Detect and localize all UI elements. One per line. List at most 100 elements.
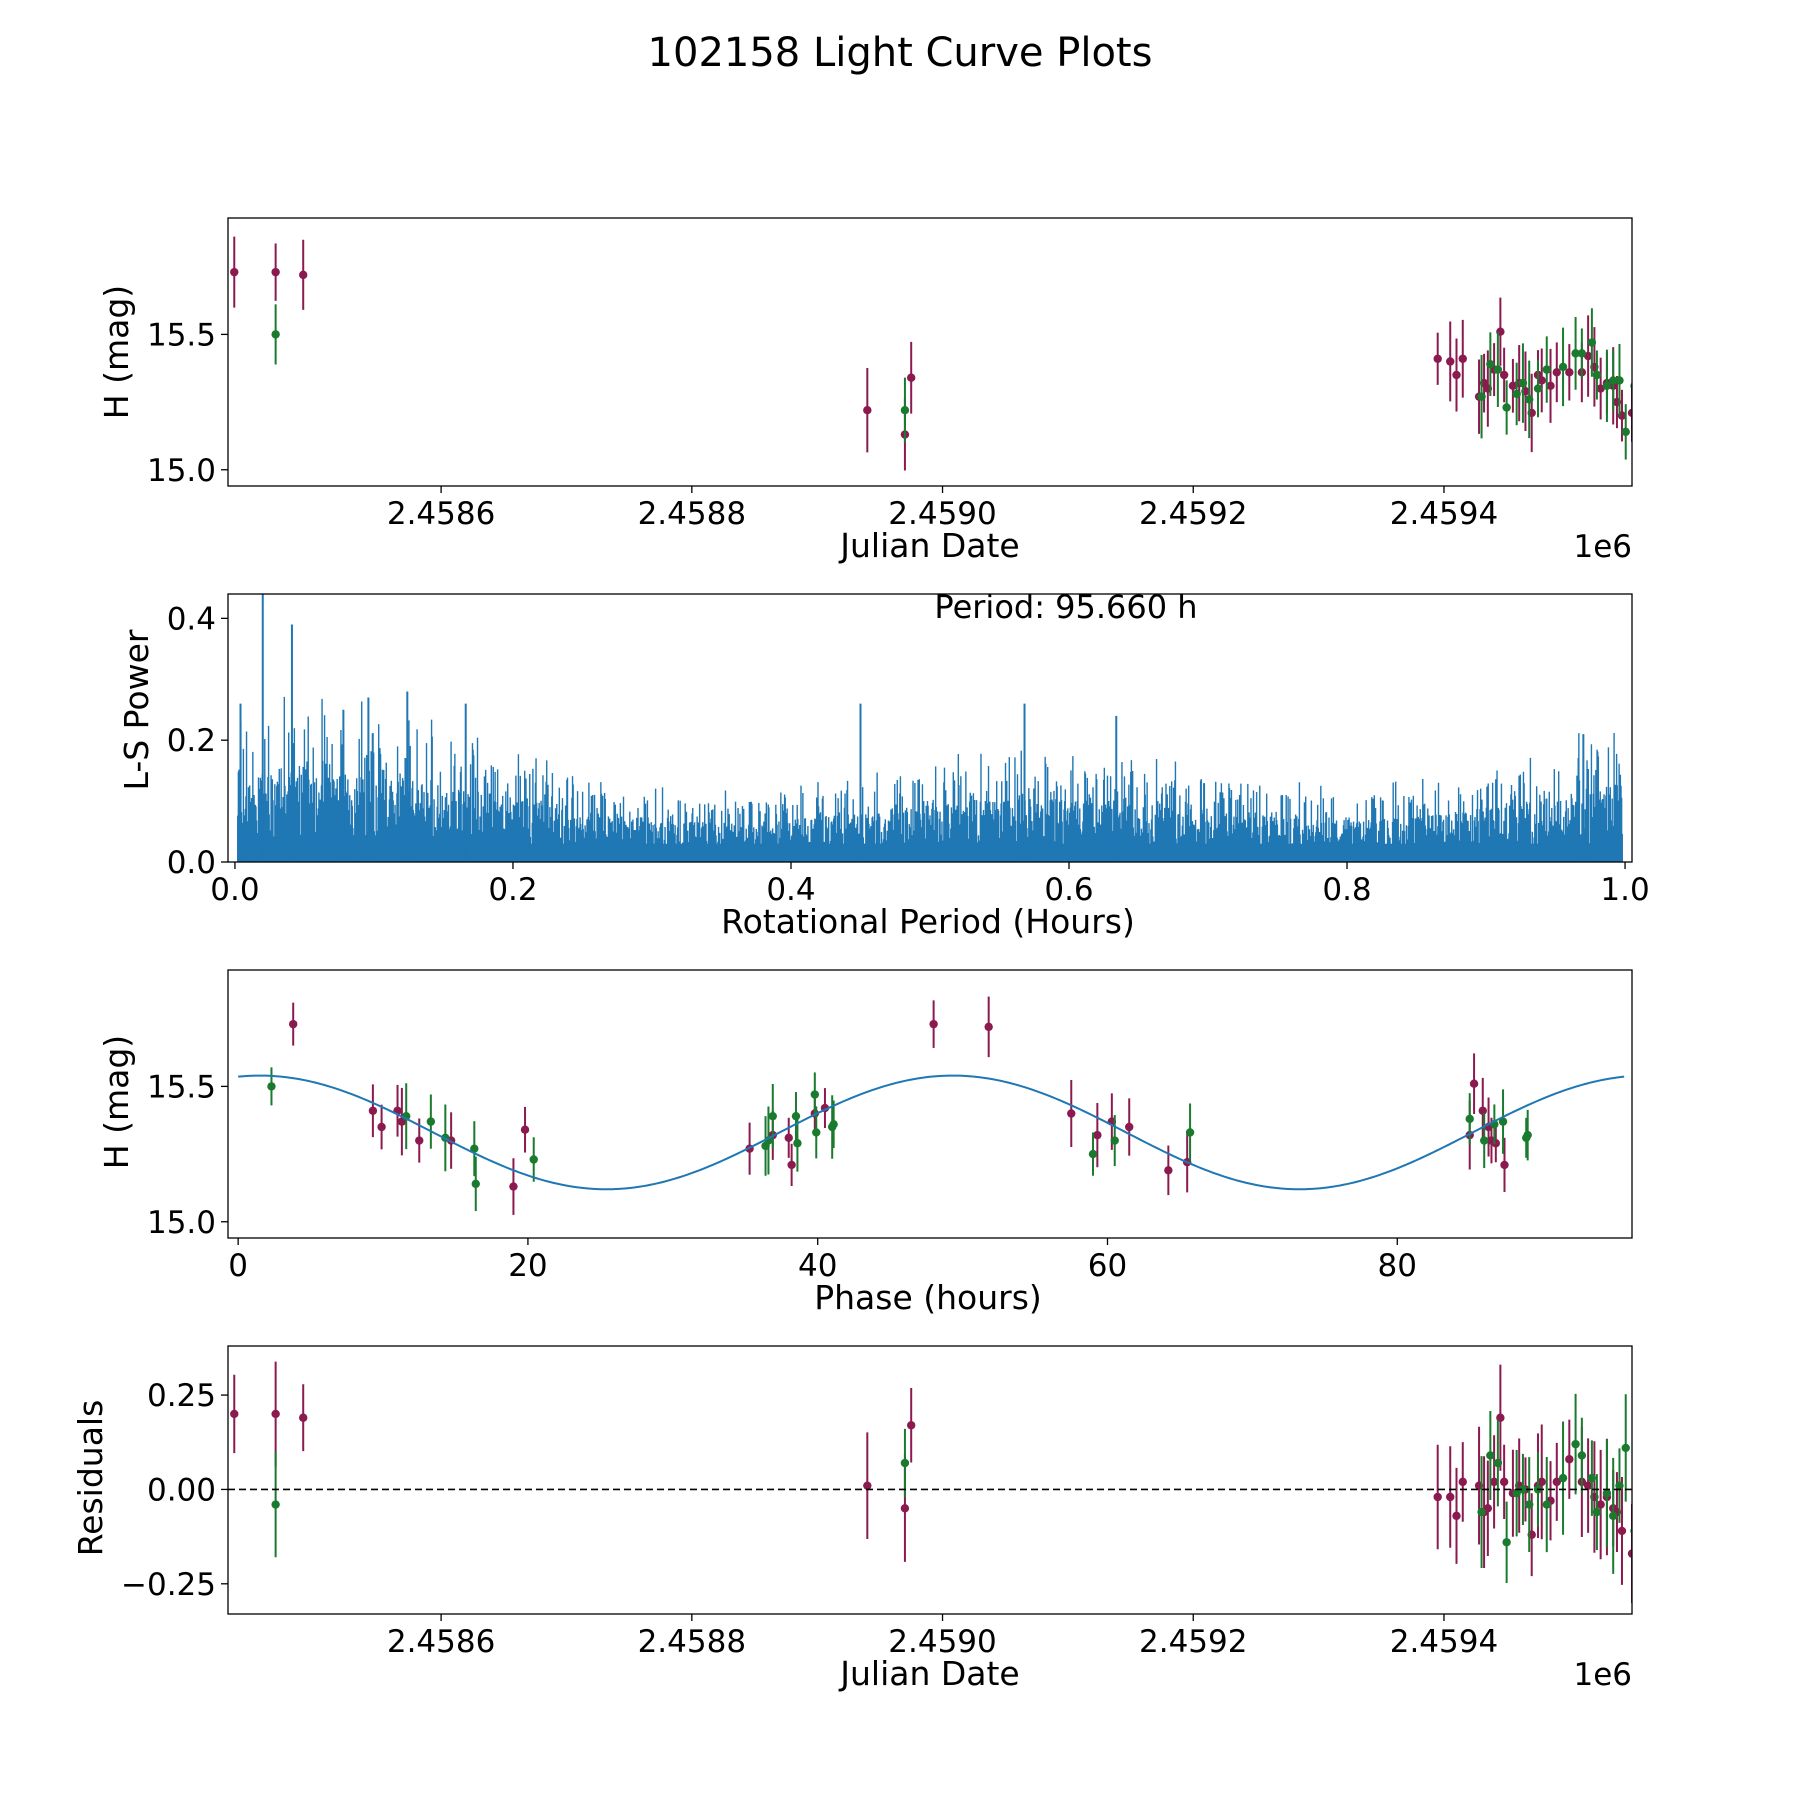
phased-xtick-label: 20 [508, 1248, 547, 1284]
point-g [1608, 376, 1618, 385]
model-sine-curve [238, 1074, 1625, 1191]
phased-xtick-label: 0 [228, 1248, 248, 1284]
point-r [863, 1481, 872, 1490]
point-r [1452, 370, 1461, 380]
point-g [1185, 1128, 1195, 1137]
phased-ytick-label: 15.5 [147, 1069, 216, 1105]
point-g [529, 1155, 538, 1164]
point-r [1552, 1477, 1561, 1487]
point-g [793, 1139, 802, 1148]
point-g [1621, 1443, 1630, 1453]
lightcurve-ytick-label: 15.5 [147, 317, 216, 353]
point-r [1478, 1106, 1487, 1115]
point-g [1518, 1485, 1528, 1494]
point-g [1512, 389, 1521, 399]
point-g [271, 1500, 280, 1509]
lightcurve-xtick-label: 2.4586 [387, 496, 495, 532]
lightcurve-offset-label: 1e6 [1573, 529, 1632, 565]
point-g [1602, 381, 1612, 391]
point-r [1483, 1504, 1493, 1513]
point-r [230, 1409, 239, 1419]
point-r [1491, 1139, 1501, 1148]
periodogram-panel: Rotational Period (Hours) L-S Power Peri… [117, 588, 1650, 941]
point-g [1615, 1481, 1624, 1490]
point-r [1433, 354, 1442, 363]
periodogram-xtick-label: 0.2 [488, 872, 537, 908]
phased-ylabel: H (mag) [97, 1035, 136, 1169]
point-g [791, 1111, 801, 1121]
phased-panel: Phase (hours) H (mag) 0 20 40 60 80 15.0 15.5 [97, 969, 1633, 1317]
point-g [1592, 370, 1602, 380]
point-g [1493, 1458, 1503, 1468]
residuals-xlabel: Julian Date [838, 1654, 1020, 1693]
point-r [1433, 1492, 1442, 1502]
point-r [1452, 1511, 1461, 1521]
lightcurve-xtick-label: 2.4588 [638, 496, 746, 532]
point-r [1469, 1079, 1479, 1088]
point-g [768, 1111, 777, 1121]
point-r [1125, 1122, 1134, 1132]
point-g [1525, 1500, 1534, 1509]
point-r [1537, 1477, 1546, 1487]
point-r [509, 1182, 518, 1191]
lightcurve-frame [227, 217, 1633, 487]
phased-xtick-label: 80 [1378, 1248, 1417, 1284]
point-g [470, 1144, 479, 1153]
lightcurve-xtick-label: 2.4590 [888, 496, 996, 532]
phased-xtick-label: 60 [1088, 1248, 1127, 1284]
periodogram-ylabel: L-S Power [117, 629, 156, 790]
point-g [1542, 365, 1551, 374]
point-g [1571, 1439, 1580, 1449]
residuals-xtick-label: 2.4586 [387, 1624, 495, 1660]
point-r [299, 1413, 308, 1422]
periodogram-xtick-label: 1.0 [1600, 872, 1649, 908]
point-r [520, 1125, 530, 1134]
point-g [1602, 1489, 1612, 1498]
point-r [1067, 1109, 1076, 1118]
periodogram-xlabel: Rotational Period (Hours) [721, 902, 1135, 941]
periodogram-frame [227, 593, 1633, 863]
lightcurve-xlabel: Julian Date [838, 526, 1020, 565]
residuals-xtick-label: 2.4594 [1390, 1624, 1498, 1660]
point-g [1577, 1451, 1587, 1460]
phased-frame [227, 969, 1633, 1239]
point-r [1499, 1477, 1509, 1487]
point-r [1617, 1526, 1627, 1536]
point-g [1577, 349, 1587, 358]
point-g [1621, 427, 1630, 437]
phased-ytick-label: 15.0 [147, 1205, 216, 1241]
point-g [267, 1082, 276, 1091]
point-g [1512, 1489, 1521, 1498]
residuals-offset-label: 1e6 [1573, 1657, 1632, 1693]
phased-plot-area [238, 996, 1625, 1215]
point-r [1537, 376, 1546, 385]
residuals-xtick-label: 2.4588 [638, 1624, 746, 1660]
point-r [1583, 1481, 1593, 1490]
periodogram-ytick-label: 0.0 [167, 845, 216, 881]
point-r [1596, 384, 1605, 393]
point-g [1608, 1511, 1618, 1521]
periodogram-xtick-label: 0.8 [1322, 872, 1371, 908]
point-r [368, 1106, 378, 1115]
point-r [1500, 1160, 1509, 1170]
point-r [271, 1409, 280, 1419]
residuals-ytick-label: −0.25 [121, 1567, 216, 1603]
point-g [810, 1090, 820, 1099]
point-g [1525, 395, 1534, 404]
point-g [1498, 1117, 1508, 1126]
point-g [1486, 1451, 1495, 1460]
point-g [812, 1128, 821, 1137]
point-r [984, 1022, 993, 1032]
residuals-ytick-label: 0.25 [147, 1378, 216, 1414]
lightcurve-ylabel: H (mag) [97, 285, 136, 419]
point-g [1592, 1507, 1602, 1517]
point-r [787, 1160, 796, 1170]
point-g [1480, 1136, 1489, 1145]
phased-xtick-label: 40 [798, 1248, 837, 1284]
lightcurve-panel: Julian Date H (mag) 1e6 2.4586 2.4588 2.45… [97, 217, 1633, 565]
point-g [1502, 1538, 1511, 1547]
point-r [929, 1019, 938, 1029]
point-r [1164, 1166, 1173, 1175]
point-r [1627, 408, 1632, 418]
